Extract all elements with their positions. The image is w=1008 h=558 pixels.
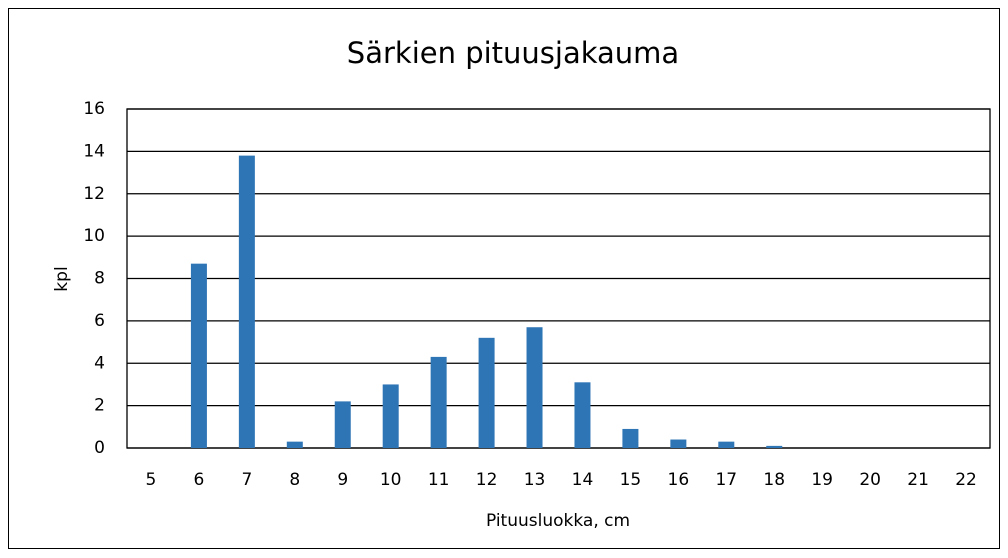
bar	[766, 445, 783, 448]
y-tick-label: 2	[94, 396, 105, 416]
y-tick-label: 10	[83, 226, 105, 246]
bar	[430, 356, 447, 448]
x-tick-label: 22	[955, 470, 977, 490]
x-tick-label: 8	[289, 470, 300, 490]
x-tick-label: 9	[337, 470, 348, 490]
x-tick-label: 20	[859, 470, 881, 490]
x-tick-label: 12	[476, 470, 498, 490]
x-tick-label: 5	[146, 470, 157, 490]
bar	[382, 384, 399, 448]
x-tick-label: 6	[194, 470, 205, 490]
y-tick-label: 14	[83, 141, 105, 161]
chart-title: Särkien pituusjakauma	[347, 36, 679, 70]
y-tick-label: 4	[94, 353, 105, 373]
bar	[526, 327, 543, 448]
x-tick-label: 7	[241, 470, 252, 490]
y-tick-label: 0	[94, 438, 105, 458]
bar	[622, 428, 639, 448]
x-tick-label: 13	[524, 470, 546, 490]
y-tick-label: 8	[94, 269, 105, 289]
bar	[190, 263, 207, 448]
x-tick-label: 21	[907, 470, 929, 490]
x-tick-label: 19	[811, 470, 833, 490]
bar	[670, 439, 687, 448]
y-tick-label: 12	[83, 184, 105, 204]
y-tick-label: 6	[94, 311, 105, 331]
x-tick-label: 17	[715, 470, 737, 490]
bar	[718, 441, 735, 448]
x-tick-label: 18	[763, 470, 785, 490]
x-tick-label: 15	[620, 470, 642, 490]
x-axis-label: Pituusluokka, cm	[486, 511, 630, 531]
y-axis-label: kpl	[52, 266, 72, 291]
x-tick-label: 14	[572, 470, 594, 490]
bar	[238, 155, 255, 449]
x-tick-label: 16	[668, 470, 690, 490]
bar	[478, 337, 495, 448]
bar	[286, 441, 303, 448]
x-tick-label: 11	[428, 470, 450, 490]
bar	[574, 382, 591, 448]
x-tick-label: 10	[380, 470, 402, 490]
bar	[334, 401, 351, 448]
y-tick-label: 16	[83, 99, 105, 119]
